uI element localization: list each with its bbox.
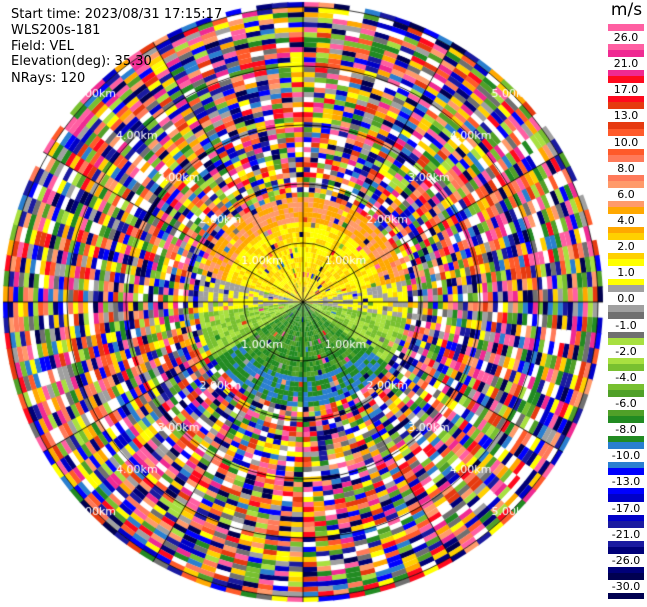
colorbar-tick-label: -17.0: [608, 501, 644, 515]
colorbar-tick-label: -10.0: [608, 449, 644, 463]
colorbar-tick-label: -26.0: [608, 553, 644, 567]
colorbar-tick-label: 0.0: [608, 292, 644, 306]
colorbar-tick-label: -6.0: [608, 396, 644, 410]
colorbar-tick-label: 21.0: [608, 57, 644, 71]
colorbar: 26.0 21.0 17.0 13.0 10.0 8.0 6.0 4.0 2.0 1.0 0.0 -1…: [608, 24, 644, 600]
colorbar-tick-label: 2.0: [608, 240, 644, 254]
colorbar-tick-label: -30.0: [608, 579, 644, 593]
colorbar-tick-label: 26.0: [608, 31, 644, 45]
colorbar-tick-label: 6.0: [608, 187, 644, 201]
field-label: Field: VEL: [11, 39, 74, 54]
colorbar-tick-label: -8.0: [608, 423, 644, 437]
colorbar-tick-label: 10.0: [608, 135, 644, 149]
colorbar-tick-label: -4.0: [608, 370, 644, 384]
nrays-label: NRays: 120: [11, 71, 86, 86]
start-time-label: Start time: 2023/08/31 17:15:17: [11, 7, 223, 22]
colorbar-tick-label: -1.0: [608, 318, 644, 332]
colorbar-tick-label: 1.0: [608, 266, 644, 280]
ppi-radar-plot: [0, 0, 607, 607]
colorbar-tick-label: -21.0: [608, 527, 644, 541]
colorbar-tick-label: -13.0: [608, 475, 644, 489]
colorbar-tick-label: 17.0: [608, 83, 644, 97]
colorbar-unit: m/s: [610, 0, 643, 20]
colorbar-tick-label: 8.0: [608, 161, 644, 175]
colorbar-tick-label: -2.0: [608, 344, 644, 358]
elevation-label: Elevation(deg): 35.30: [11, 54, 152, 69]
colorbar-tick-label: 13.0: [608, 109, 644, 123]
instrument-label: WLS200s-181: [11, 23, 101, 38]
colorbar-tick-label: 4.0: [608, 214, 644, 228]
